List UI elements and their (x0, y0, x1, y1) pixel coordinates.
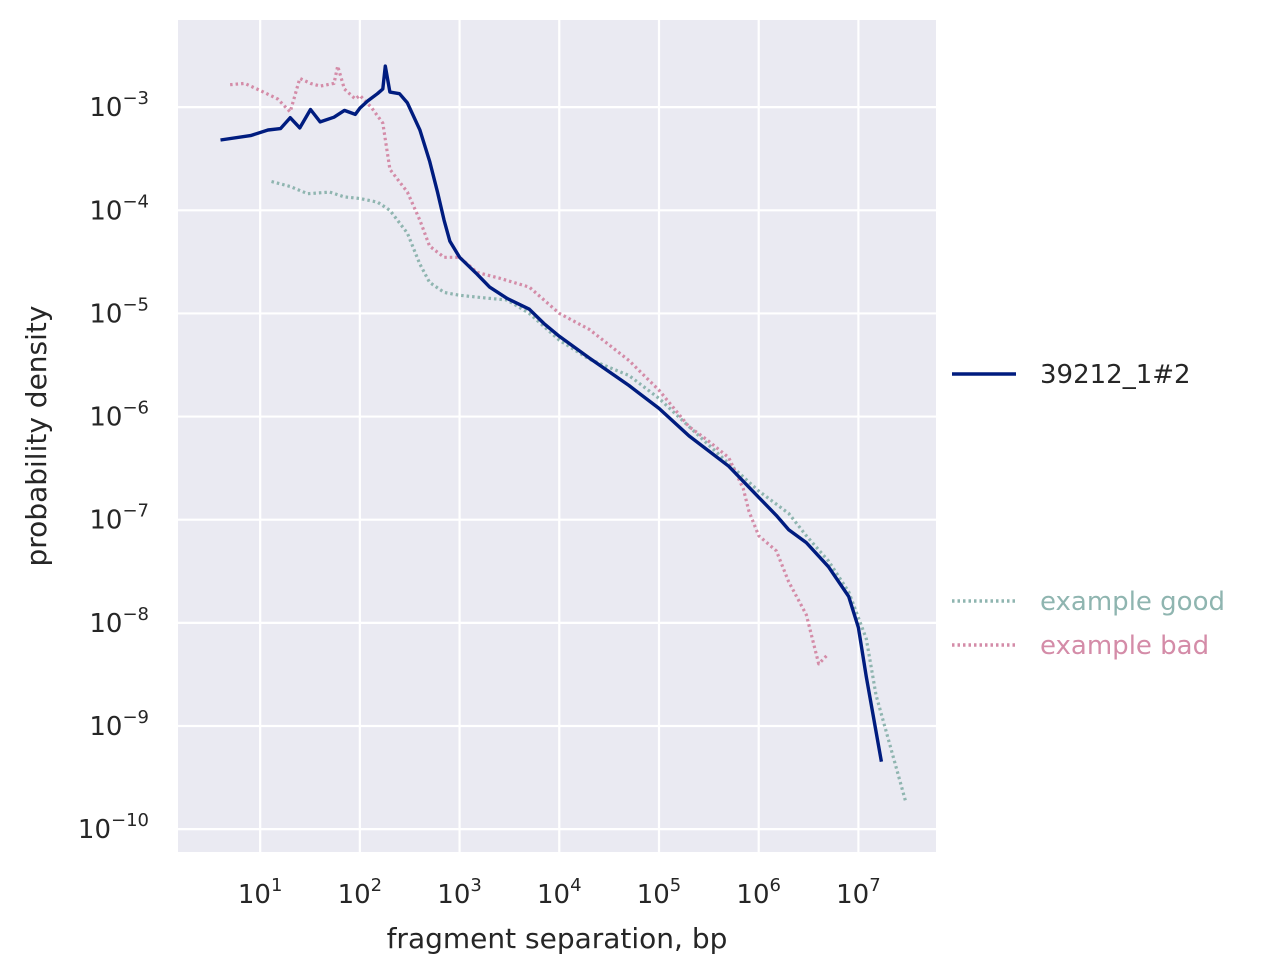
legend-entry: 39212_1#2 (952, 360, 1191, 390)
legend-examples: example good example bad (952, 587, 1225, 661)
legend-main: 39212_1#2 (952, 360, 1191, 390)
x-tick-label: 107 (836, 875, 881, 910)
y-tick-label: 10−8 (89, 604, 149, 639)
x-axis-title: fragment separation, bp (387, 922, 728, 955)
x-tick-labels: 101 102 103 104 105 106 107 (238, 875, 881, 910)
legend-label: example good (1040, 587, 1225, 617)
x-tick-label: 102 (338, 875, 383, 910)
x-tick-label: 103 (437, 875, 482, 910)
y-tick-label: 10−7 (89, 501, 149, 536)
x-tick-label: 101 (238, 875, 283, 910)
series-line-39212-1-2 (220, 64, 884, 762)
y-tick-label: 10−10 (78, 810, 149, 845)
grid (178, 20, 936, 852)
y-tick-label: 10−3 (89, 88, 149, 123)
legend-entry: example good (952, 587, 1225, 617)
plot-area (178, 20, 936, 852)
y-tick-label: 10−5 (89, 294, 149, 329)
legend-label: example bad (1040, 631, 1209, 661)
series-line-example-good (271, 179, 908, 804)
series-lines (220, 64, 908, 804)
x-tick-label: 105 (637, 875, 682, 910)
legend-entry: example bad (952, 631, 1209, 661)
y-tick-label: 10−4 (89, 191, 149, 226)
x-tick-label: 106 (736, 875, 781, 910)
legend-label: 39212_1#2 (1040, 360, 1191, 390)
y-tick-label: 10−9 (89, 707, 149, 742)
y-tick-label: 10−6 (89, 398, 149, 433)
y-tick-labels: 10−10 10−9 10−8 10−7 10−6 10−5 10−4 10−3 (78, 88, 149, 845)
x-tick-label: 104 (537, 875, 582, 910)
y-axis-title: probability density (20, 306, 53, 567)
